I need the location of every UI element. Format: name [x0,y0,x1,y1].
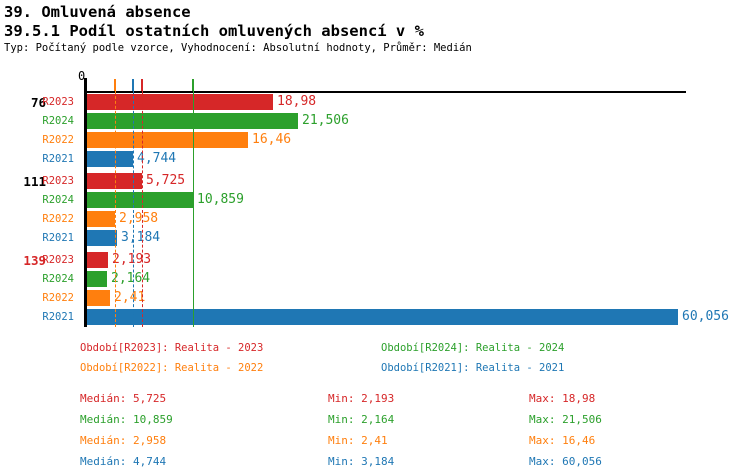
report-title: 39. Omluvená absence [4,3,191,21]
bar [86,230,117,246]
bar-value-label: 18,98 [277,94,317,109]
min-r2022: Min: 2,41 [328,434,388,447]
row-label: R2024 [42,273,74,285]
x-axis-zero-tick-label: 0 [78,69,86,83]
bar [86,211,115,227]
median-line [132,91,134,327]
bar [86,132,248,148]
median-line [115,91,117,327]
median-r2022: Medián: 2,958 [80,434,167,447]
max-r2021: Max: 60,056 [529,455,602,468]
chart-subtitle: Typ: Počítaný podle vzorce, Vyhodnocení:… [4,42,472,54]
median-line [192,91,194,327]
group-label: 76 [30,95,46,110]
row-label: R2024 [42,115,74,127]
bar-value-label: 5,725 [146,173,186,188]
row-label: R2021 [42,311,74,323]
min-r2021: Min: 3,184 [328,455,395,468]
bar [86,252,108,268]
median-r2024: Medián: 10,859 [80,413,173,426]
bar [86,173,142,189]
bar [86,192,193,208]
row-label: R2023 [42,96,74,108]
bar [86,113,298,129]
legend-item-r2024: Období[R2024]: Realita - 2024 [381,342,565,354]
y-axis-line [84,78,87,327]
bar-value-label: 2,41 [114,290,146,305]
bar-value-label: 2,164 [111,271,151,286]
legend-item-r2023: Období[R2023]: Realita - 2023 [80,342,264,354]
bar [86,271,107,287]
x-axis-line [84,91,686,93]
bar [86,151,133,167]
row-label: R2024 [42,194,74,206]
median-tick [141,79,144,91]
row-label: R2022 [42,292,74,304]
bar-value-label: 21,506 [302,113,349,128]
bar-value-label: 3,184 [121,230,161,245]
legend-item-r2021: Období[R2021]: Realita - 2021 [381,362,565,374]
bar-value-label: 2,193 [112,252,152,267]
row-label: R2023 [42,175,74,187]
bar-value-label: 2,958 [119,211,159,226]
legend-item-r2022: Období[R2022]: Realita - 2022 [80,362,264,374]
row-label: R2021 [42,153,74,165]
bar-value-label: 4,744 [137,151,177,166]
bar-chart: 0 76 R2023 18,98 R2024 21,506 R2022 16,46 R2021… [0,62,750,342]
bar-value-label: 60,056 [682,309,729,324]
group-label: 111 [23,174,46,189]
min-r2024: Min: 2,164 [328,413,395,426]
median-r2023: Medián: 5,725 [80,392,167,405]
bar [86,94,273,110]
median-r2021: Medián: 4,744 [80,455,167,468]
median-line [142,91,144,327]
median-tick [114,79,117,91]
min-r2023: Min: 2,193 [328,392,395,405]
bar-value-label: 10,859 [197,192,244,207]
group-label: 139 [23,253,46,268]
row-label: R2021 [42,232,74,244]
row-label: R2022 [42,213,74,225]
max-r2024: Max: 21,506 [529,413,602,426]
row-label: R2022 [42,134,74,146]
chart-title: 39.5.1 Podíl ostatních omluvených absenc… [4,22,424,40]
bar-value-label: 16,46 [252,132,292,147]
max-r2023: Max: 18,98 [529,392,596,405]
median-tick [131,79,134,91]
bar [86,290,110,306]
row-label: R2023 [42,254,74,266]
bar [86,309,678,325]
median-tick [191,79,194,91]
max-r2022: Max: 16,46 [529,434,596,447]
